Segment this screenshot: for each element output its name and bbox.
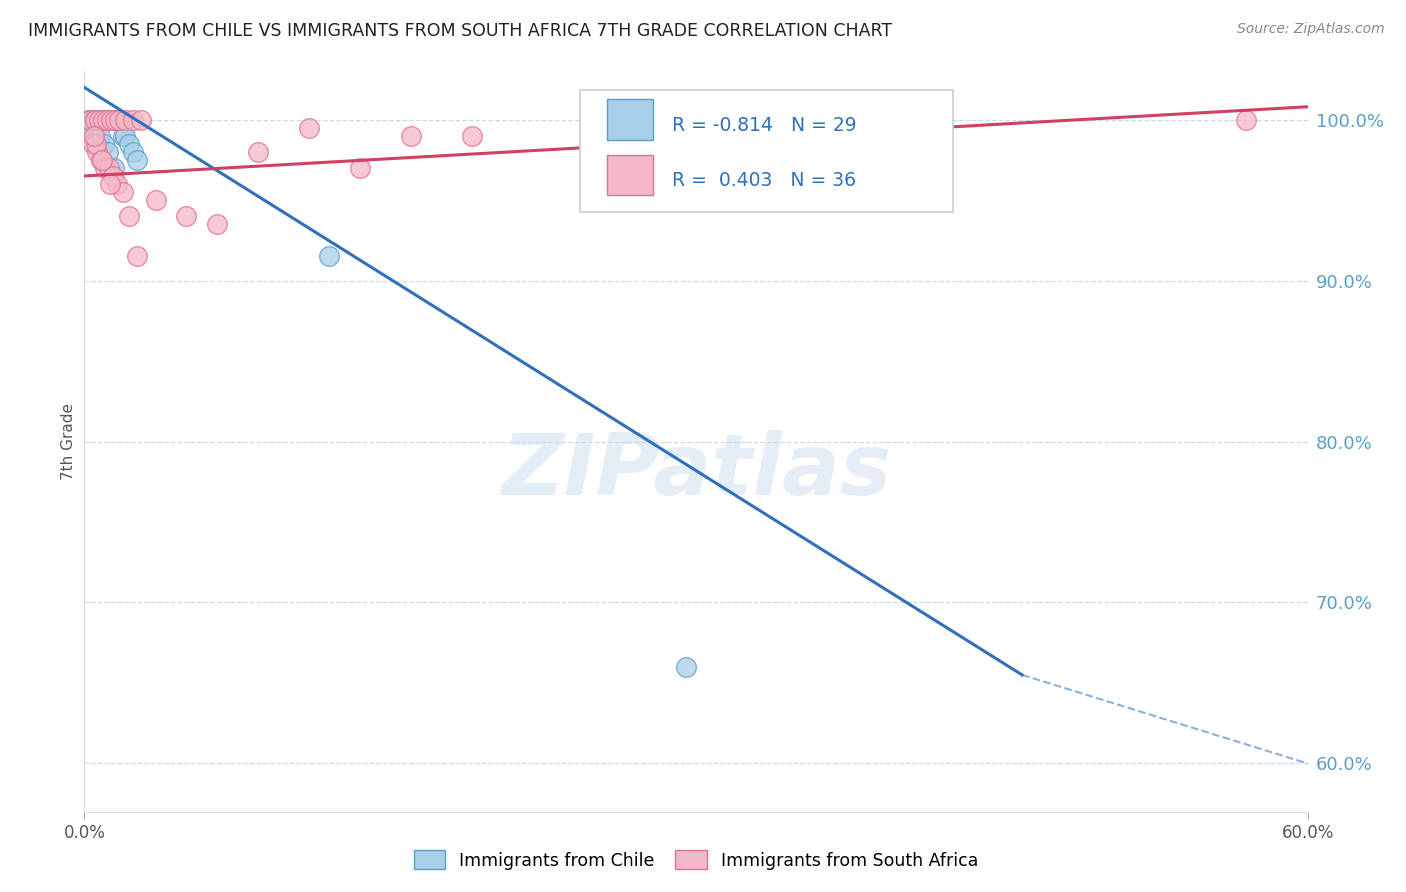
- Point: [122, 145, 145, 159]
- Text: R =  0.403   N = 36: R = 0.403 N = 36: [672, 171, 855, 190]
- Point: [100, 112, 122, 127]
- Point: [93, 112, 117, 127]
- Point: [96, 112, 118, 127]
- Point: [174, 209, 197, 223]
- Point: [82, 136, 104, 151]
- Point: [246, 145, 269, 159]
- Point: [101, 169, 124, 183]
- Point: [103, 161, 125, 175]
- Point: [205, 217, 228, 231]
- FancyBboxPatch shape: [579, 90, 953, 212]
- Point: [675, 660, 697, 674]
- Point: [83, 112, 105, 127]
- Point: [101, 112, 124, 127]
- Point: [112, 185, 135, 199]
- Y-axis label: 7th Grade: 7th Grade: [60, 403, 76, 480]
- Point: [118, 136, 141, 151]
- Point: [90, 153, 112, 167]
- FancyBboxPatch shape: [606, 99, 654, 140]
- Point: [131, 112, 153, 127]
- Point: [104, 112, 127, 127]
- Point: [725, 145, 748, 159]
- Point: [84, 136, 107, 151]
- Text: ZIPatlas: ZIPatlas: [501, 430, 891, 513]
- Text: R = -0.814   N = 29: R = -0.814 N = 29: [672, 116, 856, 135]
- Point: [93, 161, 117, 175]
- Point: [93, 136, 115, 151]
- Point: [105, 177, 128, 191]
- Point: [349, 161, 371, 175]
- Point: [114, 112, 136, 127]
- Point: [98, 177, 121, 191]
- Point: [96, 112, 118, 127]
- Point: [97, 112, 120, 127]
- Point: [86, 145, 108, 159]
- Point: [82, 112, 104, 127]
- Point: [87, 112, 110, 127]
- Point: [104, 112, 127, 127]
- Point: [86, 112, 108, 127]
- Point: [114, 128, 136, 143]
- Point: [80, 120, 103, 135]
- Point: [83, 112, 105, 127]
- Point: [97, 161, 120, 175]
- Point: [89, 128, 111, 143]
- Point: [461, 128, 484, 143]
- Point: [108, 112, 131, 127]
- Point: [87, 112, 110, 127]
- Point: [127, 250, 149, 264]
- Point: [100, 112, 122, 127]
- Point: [583, 169, 606, 183]
- Point: [90, 153, 112, 167]
- Point: [298, 120, 321, 135]
- Point: [90, 112, 112, 127]
- Point: [91, 112, 114, 127]
- Point: [79, 112, 101, 127]
- Point: [97, 145, 120, 159]
- Point: [105, 112, 128, 127]
- Point: [399, 128, 422, 143]
- Point: [122, 112, 145, 127]
- Text: Source: ZipAtlas.com: Source: ZipAtlas.com: [1237, 22, 1385, 37]
- Point: [1236, 112, 1258, 127]
- Point: [145, 193, 167, 207]
- FancyBboxPatch shape: [606, 154, 654, 195]
- Text: IMMIGRANTS FROM CHILE VS IMMIGRANTS FROM SOUTH AFRICA 7TH GRADE CORRELATION CHAR: IMMIGRANTS FROM CHILE VS IMMIGRANTS FROM…: [28, 22, 893, 40]
- Point: [77, 112, 100, 127]
- Point: [108, 112, 131, 127]
- Point: [91, 112, 114, 127]
- Legend: Immigrants from Chile, Immigrants from South Africa: Immigrants from Chile, Immigrants from S…: [413, 850, 979, 870]
- Point: [79, 112, 101, 127]
- Point: [112, 128, 135, 143]
- Point: [127, 153, 149, 167]
- Point: [118, 209, 141, 223]
- Point: [84, 120, 107, 135]
- Point: [83, 128, 105, 143]
- Point: [318, 250, 340, 264]
